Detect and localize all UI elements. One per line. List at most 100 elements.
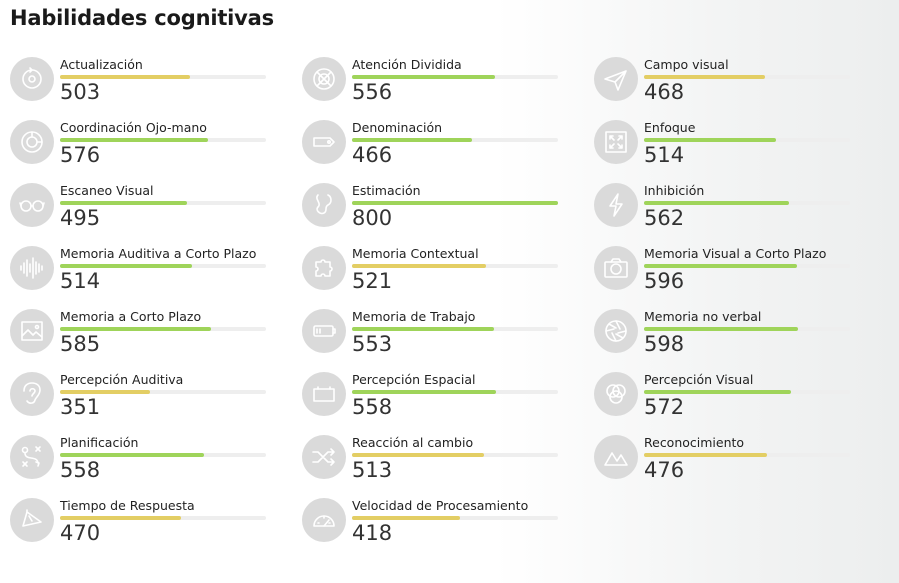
soundwave-icon xyxy=(10,246,54,290)
skill-score: 468 xyxy=(644,80,685,104)
skill-progress-fill xyxy=(352,138,472,142)
skill-score: 598 xyxy=(644,332,685,356)
skill-item: Memoria Auditiva a Corto Plazo 514 xyxy=(0,242,292,305)
skill-score: 585 xyxy=(60,332,101,356)
skill-score: 800 xyxy=(352,206,393,230)
skill-score: 558 xyxy=(60,458,101,482)
skill-progress-fill xyxy=(60,138,209,142)
skill-progress-bar xyxy=(352,201,558,205)
skill-item: Memoria de Trabajo 553 xyxy=(292,305,584,368)
skill-item: Percepción Auditiva 351 xyxy=(0,368,292,431)
skill-progress-bar xyxy=(644,75,850,79)
skill-item: Memoria Visual a Corto Plazo 596 xyxy=(584,242,876,305)
page-title: Habilidades cognitivas xyxy=(10,6,274,30)
skill-progress-fill xyxy=(644,327,798,331)
glasses-icon xyxy=(10,183,54,227)
skill-progress-fill xyxy=(352,516,460,520)
tag-icon xyxy=(302,120,346,164)
camera-icon xyxy=(594,246,638,290)
ear-icon xyxy=(10,372,54,416)
skill-label: Memoria a Corto Plazo xyxy=(60,309,202,324)
skill-label: Percepción Auditiva xyxy=(60,372,184,387)
skill-item: Percepción Espacial 558 xyxy=(292,368,584,431)
skill-progress-fill xyxy=(60,201,188,205)
skill-item: Actualización 503 xyxy=(0,53,292,116)
skill-score: 351 xyxy=(60,395,101,419)
skill-progress-bar xyxy=(352,138,558,142)
skill-progress-bar xyxy=(644,138,850,142)
skill-score: 514 xyxy=(644,143,685,167)
skill-label: Coordinación Ojo-mano xyxy=(60,120,207,135)
skill-label: Planificación xyxy=(60,435,139,450)
skill-item: Reacción al cambio 513 xyxy=(292,431,584,494)
skill-progress-fill xyxy=(644,75,765,79)
skill-item: Planificación 558 xyxy=(0,431,292,494)
skill-progress-bar xyxy=(644,201,850,205)
skill-item: Escaneo Visual 495 xyxy=(0,179,292,242)
skill-item: Coordinación Ojo-mano 576 xyxy=(0,116,292,179)
box-icon xyxy=(302,372,346,416)
skill-item: Tiempo de Respuesta 470 xyxy=(0,494,292,557)
skill-score: 466 xyxy=(352,143,393,167)
skill-progress-bar xyxy=(644,453,850,457)
skill-progress-bar xyxy=(60,75,266,79)
skill-label: Actualización xyxy=(60,57,143,72)
skill-progress-fill xyxy=(60,264,193,268)
skill-label: Memoria no verbal xyxy=(644,309,762,324)
skill-score: 503 xyxy=(60,80,101,104)
skill-progress-bar xyxy=(352,75,558,79)
shuffle-icon xyxy=(302,435,346,479)
skill-score: 514 xyxy=(60,269,101,293)
skill-label: Denominación xyxy=(352,120,443,135)
skill-label: Inhibición xyxy=(644,183,705,198)
skill-score: 495 xyxy=(60,206,101,230)
skill-progress-bar xyxy=(352,390,558,394)
skill-label: Estimación xyxy=(352,183,421,198)
skill-item: Memoria no verbal 598 xyxy=(584,305,876,368)
skill-label: Atención Dividida xyxy=(352,57,462,72)
paper-plane-icon xyxy=(594,57,638,101)
skill-label: Percepción Espacial xyxy=(352,372,476,387)
skill-progress-fill xyxy=(60,453,204,457)
skill-score: 558 xyxy=(352,395,393,419)
skill-item: Velocidad de Procesamiento 418 xyxy=(292,494,584,557)
skill-score: 556 xyxy=(352,80,393,104)
skill-progress-bar xyxy=(644,327,850,331)
skill-progress-bar xyxy=(352,327,558,331)
skill-progress-fill xyxy=(352,390,496,394)
skill-score: 596 xyxy=(644,269,685,293)
speedometer-icon xyxy=(302,498,346,542)
crosshair-icon xyxy=(302,57,346,101)
skill-item: Inhibición 562 xyxy=(584,179,876,242)
skill-progress-fill xyxy=(60,75,190,79)
skill-label: Velocidad de Procesamiento xyxy=(352,498,529,513)
skill-score: 418 xyxy=(352,521,393,545)
refresh-icon xyxy=(10,57,54,101)
skill-progress-bar xyxy=(644,264,850,268)
skill-label: Memoria Contextual xyxy=(352,246,479,261)
skill-progress-fill xyxy=(352,201,558,205)
skill-progress-fill xyxy=(352,453,485,457)
skill-progress-bar xyxy=(352,453,558,457)
skill-score: 476 xyxy=(644,458,685,482)
skill-progress-bar xyxy=(352,516,558,520)
path-icon xyxy=(302,183,346,227)
skill-label: Enfoque xyxy=(644,120,696,135)
lightning-icon xyxy=(594,183,638,227)
puzzle-icon xyxy=(302,246,346,290)
battery-icon xyxy=(302,309,346,353)
skill-label: Memoria de Trabajo xyxy=(352,309,476,324)
skill-progress-fill xyxy=(352,264,487,268)
picture-icon xyxy=(10,309,54,353)
skill-label: Reconocimiento xyxy=(644,435,745,450)
skills-grid: Actualización 503 Coordinación Ojo-mano 576… xyxy=(0,53,876,557)
skill-item: Memoria a Corto Plazo 585 xyxy=(0,305,292,368)
skill-progress-bar xyxy=(352,264,558,268)
skill-score: 470 xyxy=(60,521,101,545)
skill-progress-fill xyxy=(60,327,211,331)
skill-label: Escaneo Visual xyxy=(60,183,154,198)
skill-progress-bar xyxy=(60,264,266,268)
skill-score: 553 xyxy=(352,332,393,356)
skill-label: Memoria Auditiva a Corto Plazo xyxy=(60,246,257,261)
skill-label: Tiempo de Respuesta xyxy=(60,498,195,513)
